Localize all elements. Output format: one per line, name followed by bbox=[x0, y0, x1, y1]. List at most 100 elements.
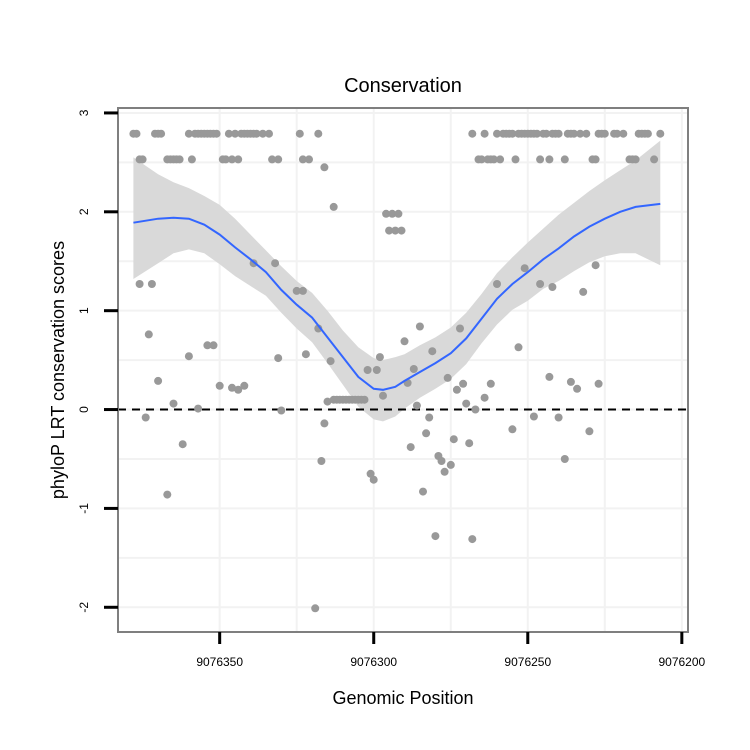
data-point bbox=[187, 155, 196, 164]
axes: 9076350 9076300 9076250 9076200 -2 -1 0 1 2 3 bbox=[77, 109, 706, 669]
data-point bbox=[631, 155, 640, 164]
y-tick-label: 3 bbox=[77, 109, 91, 116]
data-point bbox=[514, 343, 523, 352]
data-point bbox=[178, 440, 187, 449]
data-point bbox=[554, 413, 563, 422]
x-axis-title: Genomic Position bbox=[332, 688, 473, 708]
data-point bbox=[298, 286, 307, 295]
data-point bbox=[212, 129, 221, 138]
data-point bbox=[548, 283, 557, 291]
data-point bbox=[643, 129, 652, 138]
data-point bbox=[234, 385, 243, 394]
data-point bbox=[175, 155, 184, 164]
data-point bbox=[221, 155, 230, 164]
data-point bbox=[585, 427, 594, 436]
data-point bbox=[394, 209, 403, 218]
data-point bbox=[508, 129, 517, 138]
data-point bbox=[576, 129, 585, 138]
data-point bbox=[496, 155, 505, 164]
data-point bbox=[194, 404, 203, 413]
chart-title: Conservation bbox=[344, 75, 462, 97]
y-tick-label: -2 bbox=[77, 602, 91, 613]
data-point bbox=[428, 347, 437, 356]
panel-border bbox=[117, 107, 689, 633]
data-point bbox=[422, 429, 431, 438]
data-point bbox=[391, 226, 400, 235]
data-point bbox=[582, 129, 591, 138]
data-point bbox=[157, 129, 166, 138]
data-point bbox=[268, 155, 277, 164]
data-point bbox=[437, 457, 446, 465]
data-point bbox=[415, 322, 424, 331]
x-tick-label: 9076350 bbox=[196, 655, 243, 669]
data-point bbox=[385, 226, 394, 235]
data-point bbox=[440, 467, 449, 476]
data-point bbox=[419, 487, 427, 496]
x-tick-label: 9076300 bbox=[350, 655, 397, 669]
x-tick-label: 9076200 bbox=[658, 655, 705, 669]
data-point bbox=[184, 129, 193, 138]
data-point bbox=[573, 384, 582, 393]
data-point bbox=[314, 324, 323, 333]
data-point bbox=[132, 129, 141, 138]
data-point bbox=[459, 379, 468, 388]
data-point bbox=[320, 163, 329, 172]
data-point bbox=[135, 280, 144, 288]
data-point bbox=[443, 373, 452, 382]
data-point bbox=[656, 129, 665, 138]
data-point bbox=[560, 155, 569, 164]
data-point bbox=[397, 226, 406, 235]
data-point bbox=[203, 341, 212, 350]
data-point bbox=[400, 337, 409, 346]
data-point bbox=[591, 155, 600, 164]
data-point bbox=[409, 365, 418, 373]
data-point bbox=[545, 372, 554, 381]
data-point bbox=[471, 405, 480, 414]
data-point bbox=[274, 155, 283, 164]
data-point bbox=[489, 155, 498, 164]
data-point bbox=[329, 202, 338, 211]
data-point bbox=[594, 379, 603, 388]
data-point bbox=[252, 129, 261, 138]
data-point bbox=[305, 155, 313, 164]
data-point bbox=[493, 129, 501, 138]
data-point bbox=[480, 393, 489, 402]
data-point bbox=[468, 535, 477, 544]
data-point bbox=[536, 280, 545, 288]
data-point bbox=[452, 385, 461, 394]
data-point bbox=[379, 391, 387, 400]
data-point bbox=[600, 129, 609, 138]
data-point bbox=[650, 155, 659, 164]
data-point bbox=[184, 352, 193, 361]
data-point bbox=[154, 376, 163, 385]
data-point bbox=[366, 469, 375, 478]
data-point bbox=[360, 395, 369, 404]
data-point bbox=[554, 129, 563, 138]
data-point bbox=[619, 129, 628, 138]
data-point bbox=[388, 209, 397, 218]
data-point bbox=[231, 129, 240, 138]
data-point bbox=[228, 155, 236, 164]
data-point bbox=[141, 413, 150, 422]
data-point bbox=[456, 324, 464, 333]
data-point bbox=[274, 354, 283, 363]
data-point bbox=[258, 129, 267, 138]
confidence-ribbon bbox=[133, 140, 661, 422]
data-point bbox=[560, 455, 569, 463]
y-axis-title: phyloP LRT conservation scores bbox=[48, 241, 68, 499]
data-point bbox=[138, 155, 147, 164]
data-point bbox=[228, 383, 236, 392]
data-point bbox=[292, 286, 301, 295]
data-point bbox=[372, 366, 381, 374]
data-point bbox=[613, 129, 622, 138]
data-point bbox=[493, 280, 501, 288]
y-tick-label: 2 bbox=[77, 208, 91, 215]
data-point bbox=[533, 129, 541, 138]
loess-line bbox=[133, 202, 661, 391]
data-point bbox=[591, 261, 600, 270]
data-point bbox=[375, 353, 384, 362]
data-point bbox=[486, 379, 495, 388]
scatter-points bbox=[129, 129, 665, 613]
data-point bbox=[224, 129, 233, 138]
